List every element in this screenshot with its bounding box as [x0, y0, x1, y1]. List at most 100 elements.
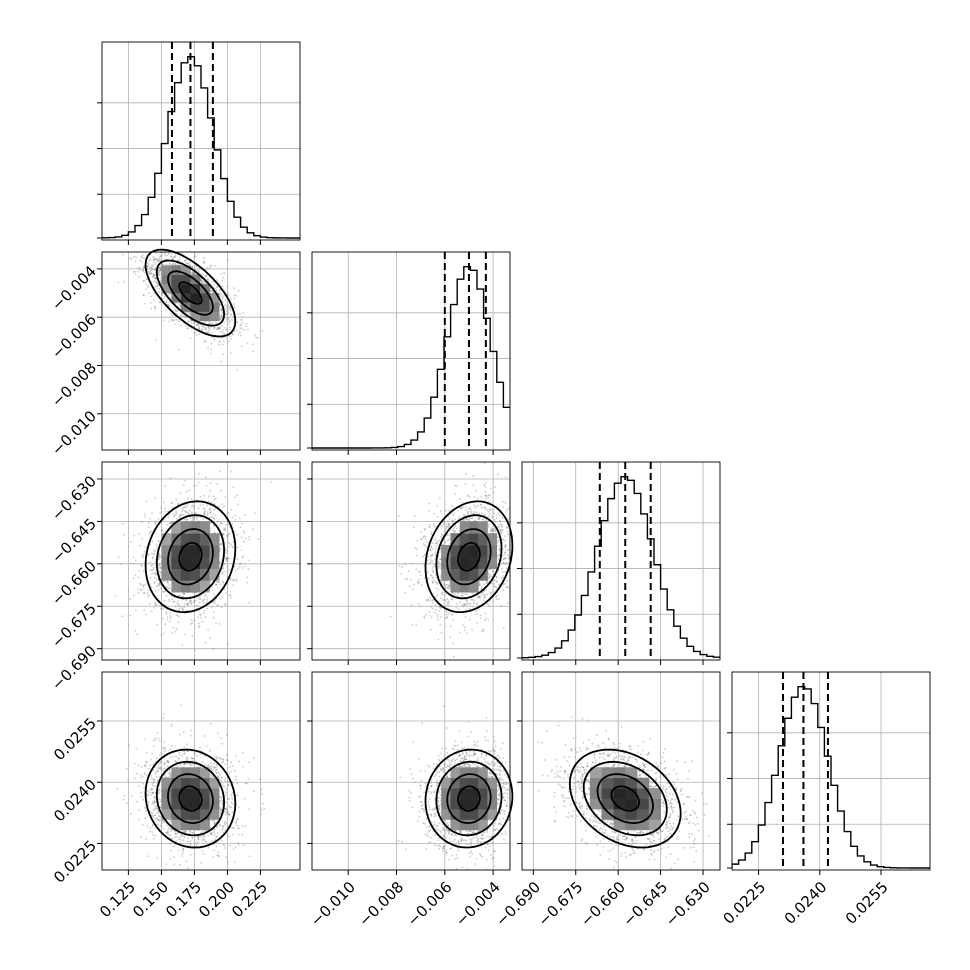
sample-point [235, 329, 238, 332]
sample-point [492, 508, 495, 511]
sample-point [447, 524, 450, 526]
sample-point [452, 529, 454, 532]
sample-point [455, 527, 458, 530]
sample-point [159, 604, 161, 607]
sample-point [230, 314, 232, 316]
sample-point [190, 619, 193, 621]
sample-point [219, 292, 222, 295]
sample-point [221, 543, 223, 545]
sample-point [224, 604, 227, 607]
sample-point [165, 299, 168, 301]
sample-point [502, 500, 504, 503]
sample-point [215, 328, 218, 331]
sample-point [195, 334, 198, 337]
sample-point [168, 522, 171, 524]
sample-point [143, 550, 146, 553]
sample-point [166, 586, 169, 589]
sample-point [135, 256, 138, 259]
sample-point [492, 570, 494, 573]
sample-point [224, 602, 226, 605]
sample-point [502, 558, 505, 560]
sample-point [206, 598, 208, 601]
panel-1-0: −0.010−0.008−0.006−0.004 [48, 248, 301, 459]
sample-point [232, 584, 234, 587]
sample-point [165, 301, 168, 303]
sample-point [232, 333, 235, 336]
sample-point [133, 270, 136, 273]
sample-point [142, 270, 145, 272]
sample-point [209, 290, 212, 292]
sample-point [444, 599, 447, 602]
sample-point [464, 603, 466, 606]
sample-point [233, 496, 236, 499]
sample-point [507, 518, 510, 521]
sample-point [218, 341, 221, 344]
sample-point [199, 613, 202, 616]
sample-point [207, 326, 210, 329]
sample-point [213, 525, 216, 527]
sample-point [172, 262, 175, 265]
sample-point [162, 297, 165, 300]
sample-point [141, 589, 144, 591]
sample-point [140, 555, 143, 557]
sample-point [473, 511, 476, 513]
sample-point [159, 572, 162, 574]
sample-point [448, 587, 450, 590]
sample-point [133, 534, 136, 537]
density-cell [180, 568, 191, 581]
sample-point [152, 556, 154, 559]
y-tick-label: −0.010 [48, 407, 100, 459]
sample-point [459, 507, 462, 509]
sample-point [168, 620, 171, 623]
sample-point [228, 305, 231, 308]
sample-point [166, 303, 169, 306]
density-cell [171, 545, 182, 558]
sample-point [216, 520, 219, 523]
sample-point [225, 534, 228, 537]
sample-point [199, 495, 202, 498]
density-cell [180, 521, 191, 534]
sample-point [219, 524, 222, 526]
sample-point [501, 506, 504, 509]
sample-point [241, 567, 244, 569]
sample-point [175, 512, 178, 515]
sample-point [171, 258, 174, 260]
sample-point [473, 504, 476, 507]
sample-point [159, 571, 162, 574]
sample-point [220, 316, 223, 319]
panel-frame [101, 41, 301, 241]
sample-point [486, 593, 488, 596]
sample-point [227, 538, 229, 541]
sample-point [150, 272, 153, 275]
sample-point [153, 269, 156, 271]
sample-point [209, 522, 212, 524]
y-tick-label: −0.006 [48, 310, 100, 362]
sample-point [191, 265, 194, 268]
sample-point [223, 570, 225, 573]
sample-point [159, 255, 162, 258]
sample-point [219, 303, 222, 305]
sample-point [149, 272, 152, 275]
sample-point [143, 279, 146, 282]
sample-point [247, 328, 249, 331]
density-cell [161, 568, 172, 581]
sample-point [222, 296, 224, 298]
sample-point [142, 269, 145, 272]
sample-point [225, 328, 227, 331]
sample-point [240, 345, 243, 348]
sample-point [138, 569, 141, 572]
sample-point [431, 568, 434, 571]
sample-point [502, 529, 504, 531]
sample-point [178, 302, 181, 305]
sample-point [178, 516, 181, 518]
sample-point [151, 512, 153, 515]
sample-point [209, 637, 212, 640]
sample-point [473, 519, 476, 522]
sample-point [244, 565, 247, 568]
y-tick-label: −0.675 [48, 600, 100, 652]
sample-point [448, 523, 451, 526]
sample-point [225, 556, 228, 559]
sample-point [445, 527, 447, 530]
sample-point [162, 591, 165, 593]
sample-point [138, 544, 141, 547]
